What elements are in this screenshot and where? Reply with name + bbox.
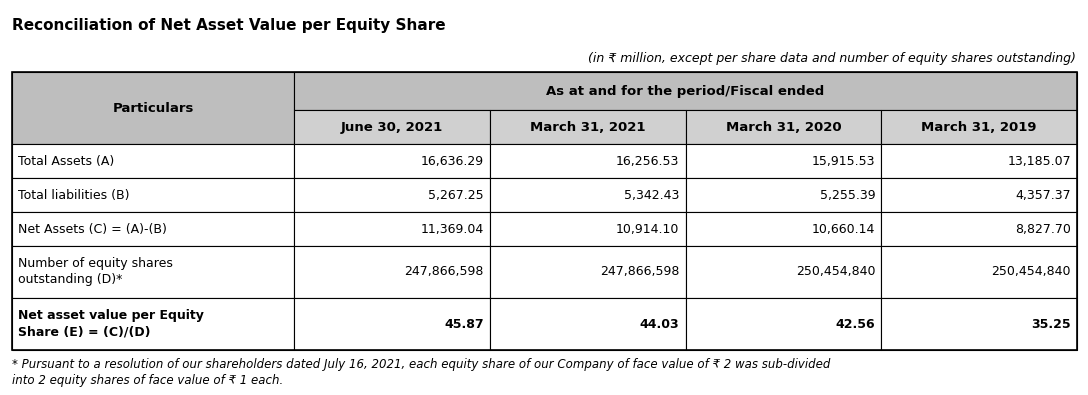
Text: 10,660.14: 10,660.14 <box>812 222 875 235</box>
Text: March 31, 2020: March 31, 2020 <box>726 120 841 134</box>
Text: 5,267.25: 5,267.25 <box>428 188 484 201</box>
Text: Number of equity shares
outstanding (D)*: Number of equity shares outstanding (D)* <box>18 258 173 286</box>
Text: Net Assets (C) = (A)-(B): Net Assets (C) = (A)-(B) <box>18 222 166 235</box>
Text: 8,827.70: 8,827.70 <box>1015 222 1071 235</box>
Bar <box>881 110 1077 144</box>
Bar <box>294 178 490 212</box>
Bar <box>685 110 881 144</box>
Bar <box>685 144 881 178</box>
Text: March 31, 2021: March 31, 2021 <box>530 120 645 134</box>
Bar <box>294 144 490 178</box>
Text: Reconciliation of Net Asset Value per Equity Share: Reconciliation of Net Asset Value per Eq… <box>12 18 446 33</box>
Bar <box>881 298 1077 350</box>
Bar <box>294 298 490 350</box>
Bar <box>294 212 490 246</box>
Bar <box>294 246 490 298</box>
Bar <box>881 178 1077 212</box>
Text: Net asset value per Equity
Share (E) = (C)/(D): Net asset value per Equity Share (E) = (… <box>18 310 203 339</box>
Text: 44.03: 44.03 <box>640 318 680 331</box>
Text: 13,185.07: 13,185.07 <box>1007 154 1071 167</box>
Bar <box>12 212 294 246</box>
Bar <box>490 246 685 298</box>
Text: Total Assets (A): Total Assets (A) <box>18 154 114 167</box>
Bar <box>685 246 881 298</box>
Text: Total liabilities (B): Total liabilities (B) <box>18 188 129 201</box>
Text: 35.25: 35.25 <box>1031 318 1071 331</box>
Text: 250,454,840: 250,454,840 <box>991 265 1071 278</box>
Bar <box>12 246 294 298</box>
Text: 16,636.29: 16,636.29 <box>421 154 484 167</box>
Bar <box>490 110 685 144</box>
Bar <box>294 72 1077 110</box>
Text: 5,255.39: 5,255.39 <box>819 188 875 201</box>
Text: 250,454,840: 250,454,840 <box>795 265 875 278</box>
Bar <box>12 178 294 212</box>
Bar <box>294 110 490 144</box>
Bar <box>12 72 1077 350</box>
Bar <box>881 212 1077 246</box>
Bar <box>685 178 881 212</box>
Text: 247,866,598: 247,866,598 <box>601 265 680 278</box>
Bar <box>490 298 685 350</box>
Text: March 31, 2019: March 31, 2019 <box>922 120 1037 134</box>
Text: 10,914.10: 10,914.10 <box>616 222 680 235</box>
Text: 4,357.37: 4,357.37 <box>1015 188 1071 201</box>
Bar <box>490 178 685 212</box>
Text: * Pursuant to a resolution of our shareholders dated July 16, 2021, each equity : * Pursuant to a resolution of our shareh… <box>12 358 830 371</box>
Text: 11,369.04: 11,369.04 <box>420 222 484 235</box>
Bar <box>490 144 685 178</box>
Text: 15,915.53: 15,915.53 <box>812 154 875 167</box>
Text: Particulars: Particulars <box>112 102 194 115</box>
Bar <box>12 298 294 350</box>
Bar <box>881 246 1077 298</box>
Text: June 30, 2021: June 30, 2021 <box>341 120 443 134</box>
Text: 16,256.53: 16,256.53 <box>616 154 680 167</box>
Text: (in ₹ million, except per share data and number of equity shares outstanding): (in ₹ million, except per share data and… <box>589 52 1076 65</box>
Bar <box>685 298 881 350</box>
Bar <box>12 72 294 144</box>
Text: 247,866,598: 247,866,598 <box>405 265 484 278</box>
Bar <box>12 144 294 178</box>
Text: into 2 equity shares of face value of ₹ 1 each.: into 2 equity shares of face value of ₹ … <box>12 374 283 387</box>
Bar <box>881 144 1077 178</box>
Text: As at and for the period/Fiscal ended: As at and for the period/Fiscal ended <box>546 85 825 98</box>
Text: 45.87: 45.87 <box>444 318 484 331</box>
Text: 5,342.43: 5,342.43 <box>625 188 680 201</box>
Bar <box>490 212 685 246</box>
Text: 42.56: 42.56 <box>836 318 875 331</box>
Bar <box>685 212 881 246</box>
